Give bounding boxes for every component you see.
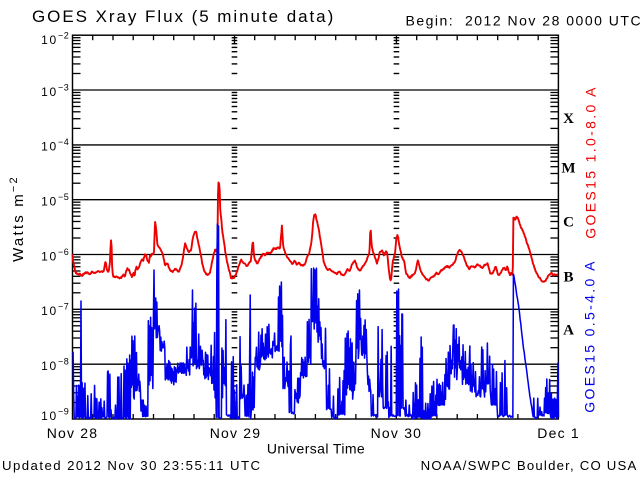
svg-text:X: X — [563, 111, 574, 127]
svg-text:Nov 29: Nov 29 — [210, 425, 262, 441]
svg-text:GOES Xray Flux (5 minute data): GOES Xray Flux (5 minute data) — [32, 7, 335, 26]
svg-text:Universal Time: Universal Time — [267, 441, 365, 457]
svg-text:A: A — [563, 322, 574, 338]
svg-text:B: B — [563, 269, 573, 285]
svg-text:NOAA/SWPC Boulder, CO USA: NOAA/SWPC Boulder, CO USA — [421, 458, 638, 473]
svg-text:Begin: 2012 Nov 28 0000 UTC: Begin: 2012 Nov 28 0000 UTC — [406, 13, 640, 29]
svg-text:Nov 30: Nov 30 — [371, 425, 423, 441]
svg-text:Dec 1: Dec 1 — [537, 425, 580, 441]
svg-text:GOES15 1.0-8.0 A: GOES15 1.0-8.0 A — [583, 85, 599, 239]
svg-text:C: C — [563, 214, 574, 230]
svg-text:Updated 2012 Nov 30 23:55:11 U: Updated 2012 Nov 30 23:55:11 UTC — [2, 458, 262, 473]
svg-text:Nov 28: Nov 28 — [47, 425, 99, 441]
svg-text:GOES15 0.5-4.0 A: GOES15 0.5-4.0 A — [582, 259, 598, 413]
svg-text:Watts m−2: Watts m−2 — [8, 175, 27, 262]
svg-text:M: M — [561, 160, 575, 176]
